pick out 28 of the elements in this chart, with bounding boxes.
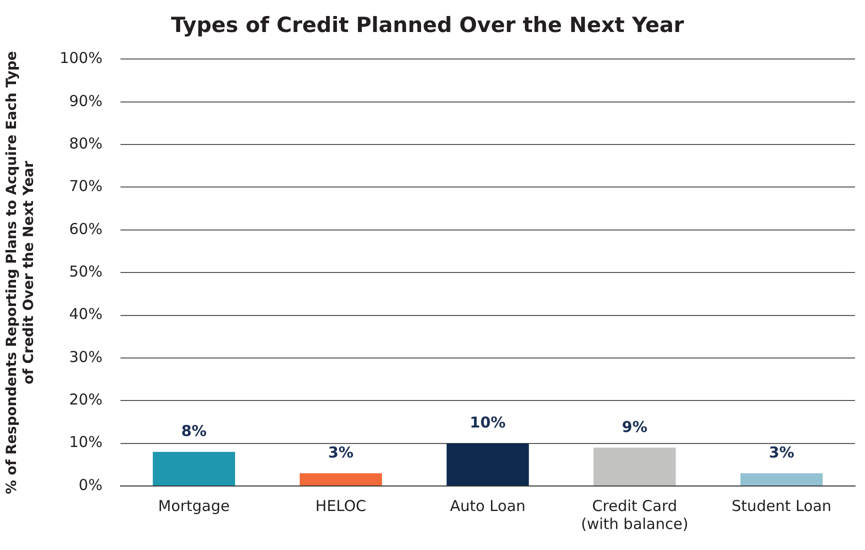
data-label: 3% [768, 444, 794, 462]
bar [300, 473, 382, 486]
x-tick-label: Auto Loan [450, 496, 526, 515]
x-tick-label: Student Loan [732, 496, 832, 515]
y-tick-label: 70% [69, 177, 102, 196]
x-tick-label: Credit Card (with balance) [580, 496, 688, 533]
y-tick-label: 0% [78, 476, 102, 494]
y-tick-label: 50% [69, 262, 102, 280]
bar [594, 448, 676, 486]
data-label: 10% [470, 414, 506, 432]
y-tick-label: 100% [60, 49, 102, 68]
data-label: 9% [622, 418, 648, 436]
bar [740, 473, 823, 486]
y-axis-title: % of Respondents Reporting Plans to Acquire Each Type of Credit Over the Next Year [4, 51, 37, 494]
x-tick-label: Mortgage [158, 496, 230, 515]
y-tick-label: 30% [69, 348, 102, 366]
chart-title: Types of Credit Planned Over the Next Year [170, 13, 685, 38]
y-tick-label: 20% [69, 390, 102, 409]
y-tick-label: 40% [69, 305, 102, 324]
data-label: 8% [181, 422, 207, 440]
y-tick-label: 90% [69, 92, 102, 110]
data-label: 3% [328, 444, 354, 462]
y-tick-label: 10% [69, 433, 102, 452]
y-tick-label: 80% [69, 134, 102, 152]
y-tick-label: 60% [69, 220, 102, 238]
x-tick-label: HELOC [315, 496, 366, 515]
bar [152, 452, 236, 486]
bar [446, 443, 529, 486]
